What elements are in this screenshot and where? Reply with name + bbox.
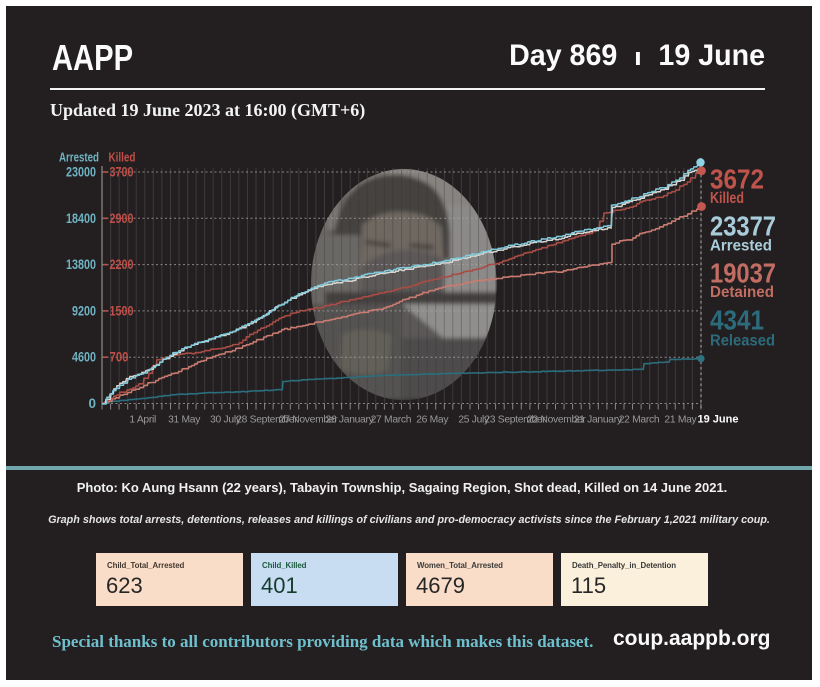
svg-text:1500: 1500 — [110, 303, 134, 318]
svg-text:27 March: 27 March — [371, 415, 412, 426]
svg-text:26 May: 26 May — [416, 415, 449, 426]
svg-text:22 November: 22 November — [527, 415, 586, 426]
svg-text:22 March: 22 March — [619, 415, 660, 426]
svg-text:Arrested: Arrested — [59, 150, 99, 165]
svg-text:4600: 4600 — [72, 350, 96, 365]
svg-text:3672: 3672 — [710, 164, 764, 195]
svg-text:Arrested: Arrested — [710, 238, 772, 255]
svg-text:2900: 2900 — [110, 211, 134, 226]
svg-text:28 September: 28 September — [236, 415, 298, 426]
svg-text:700: 700 — [110, 350, 129, 365]
svg-text:3700: 3700 — [110, 165, 134, 180]
svg-text:2200: 2200 — [110, 257, 134, 272]
svg-text:21 May: 21 May — [664, 415, 697, 426]
svg-text:26 January: 26 January — [326, 415, 375, 426]
svg-text:9200: 9200 — [72, 303, 96, 318]
svg-text:25 July: 25 July — [458, 415, 490, 426]
svg-text:27 November: 27 November — [279, 415, 338, 426]
svg-text:Released: Released — [710, 333, 775, 350]
svg-text:4341: 4341 — [710, 305, 764, 336]
svg-text:13800: 13800 — [66, 257, 96, 272]
svg-text:23377: 23377 — [710, 211, 776, 242]
svg-text:23 September: 23 September — [484, 415, 546, 426]
svg-text:19 June: 19 June — [698, 414, 739, 426]
svg-text:0: 0 — [88, 396, 96, 411]
svg-text:30 July: 30 July — [210, 415, 242, 426]
svg-text:Killed: Killed — [109, 150, 136, 165]
svg-text:31 May: 31 May — [168, 415, 201, 426]
svg-text:Detained: Detained — [710, 284, 774, 301]
svg-text:23000: 23000 — [66, 165, 96, 180]
svg-text:Killed: Killed — [710, 190, 744, 207]
svg-text:1 April: 1 April — [129, 415, 156, 426]
svg-text:19037: 19037 — [710, 258, 776, 289]
svg-text:18400: 18400 — [66, 211, 96, 226]
svg-text:21 January: 21 January — [574, 415, 623, 426]
